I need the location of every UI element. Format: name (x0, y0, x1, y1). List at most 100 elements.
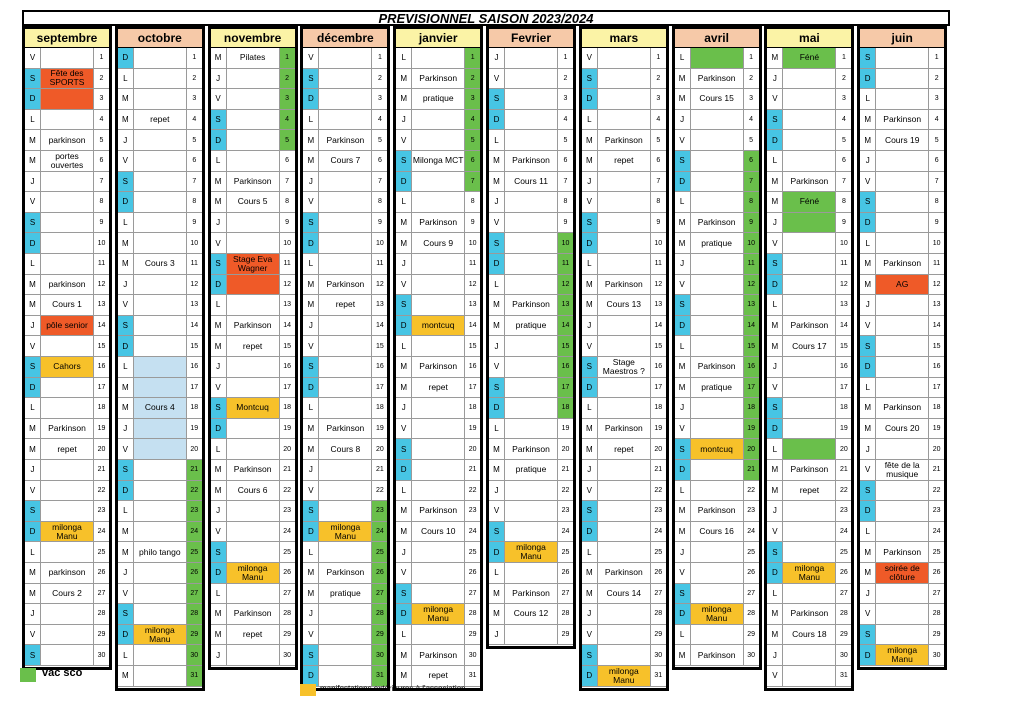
event-cell (41, 378, 93, 398)
event-cell (227, 110, 279, 130)
event-cell (876, 48, 928, 68)
day-number: 21 (185, 460, 202, 480)
day-of-week: L (489, 130, 505, 150)
day-number: 30 (649, 645, 666, 665)
day-number: 3 (649, 89, 666, 109)
day-of-week: J (489, 48, 505, 68)
event-cell (783, 398, 835, 418)
day-number: 28 (928, 604, 944, 624)
day-number: 8 (93, 192, 109, 212)
day-of-week: V (211, 521, 227, 542)
day-number: 13 (742, 295, 759, 315)
event-cell (134, 336, 186, 356)
event-cell (505, 89, 557, 109)
day-number: 21 (928, 460, 944, 480)
day-row: M Cours 17 15 (767, 336, 852, 357)
event-cell (412, 542, 464, 562)
day-row: L 25 (303, 542, 388, 563)
event-cell (41, 501, 93, 521)
event-cell: repet (799, 484, 820, 495)
day-row: S 23 (303, 501, 388, 522)
day-of-week: L (396, 624, 413, 645)
event-cell (41, 48, 93, 68)
day-row: M Parkinson 21 (767, 460, 852, 481)
day-row: V 29 (25, 624, 109, 646)
day-number: 29 (928, 624, 944, 645)
day-of-week: V (489, 501, 505, 521)
event-cell (227, 89, 279, 109)
event-cell (505, 275, 557, 295)
day-row: V 15 (581, 336, 666, 357)
event-cell (319, 481, 371, 501)
day-number: 19 (649, 418, 666, 439)
event-cell: Parkinson (326, 134, 365, 145)
day-row: M Parkinson 14 (767, 315, 852, 337)
day-of-week: L (860, 89, 877, 109)
day-row: V 27 (117, 583, 202, 605)
event-cell (598, 213, 650, 233)
event-cell (227, 522, 279, 542)
event-cell (41, 172, 93, 192)
day-number: 31 (185, 666, 202, 686)
day-of-week: S (767, 542, 784, 562)
day-of-week: M (489, 315, 505, 336)
month-header: septembre (25, 29, 109, 48)
day-number: 25 (928, 542, 944, 562)
day-of-week: M (25, 418, 41, 439)
day-row: S 23 (25, 501, 109, 522)
event-cell (691, 192, 743, 212)
day-number: 5 (278, 130, 295, 150)
day-row: D 14 (674, 315, 759, 337)
day-of-week: L (767, 439, 784, 459)
day-row: M Parkinson 6 (489, 151, 573, 172)
day-row: S 14 (117, 315, 202, 337)
event-cell (876, 295, 928, 315)
day-of-week: V (767, 377, 784, 398)
day-row: D 11 (489, 254, 573, 275)
day-number: 26 (649, 563, 666, 583)
day-number: 12 (557, 274, 573, 295)
day-number: 22 (371, 480, 387, 501)
day-row: J 20 (860, 439, 945, 460)
day-of-week: J (767, 501, 784, 521)
event-cell (227, 645, 279, 665)
event-cell: Féné (783, 48, 836, 68)
day-number: 10 (371, 233, 387, 253)
day-row: M Parkinson 27 (489, 583, 573, 605)
event-cell (41, 89, 93, 109)
day-row: M 24 (117, 521, 202, 543)
day-number: 26 (93, 563, 109, 583)
day-row: L 22 (674, 480, 759, 502)
event-cell (783, 295, 835, 315)
event-cell: pratique (515, 464, 547, 475)
day-of-week: L (582, 109, 598, 130)
day-row: M Cours 14 27 (581, 583, 666, 605)
event-cell: Cours 13 (606, 299, 642, 310)
event-cell (691, 151, 743, 171)
event-cell (598, 460, 650, 480)
day-number: 5 (557, 130, 573, 150)
day-number: 14 (742, 315, 759, 336)
event-cell (783, 645, 835, 665)
event-cell (598, 604, 650, 624)
day-of-week: L (211, 583, 227, 604)
day-row: M Parkinson 18 (860, 398, 945, 419)
day-of-week: M (767, 171, 784, 192)
day-row: L 29 (674, 624, 759, 646)
day-number: 15 (557, 336, 573, 356)
day-number: 1 (464, 48, 481, 68)
day-of-week: S (674, 295, 691, 315)
day-number: 1 (557, 48, 573, 68)
day-number: 18 (278, 398, 295, 418)
event-cell (41, 192, 93, 212)
day-number: 19 (278, 418, 295, 439)
day-of-week: M (118, 542, 134, 562)
event-cell (691, 481, 743, 501)
day-of-week: S (674, 583, 691, 604)
day-of-week: M (860, 398, 877, 418)
day-of-week: D (674, 604, 691, 624)
